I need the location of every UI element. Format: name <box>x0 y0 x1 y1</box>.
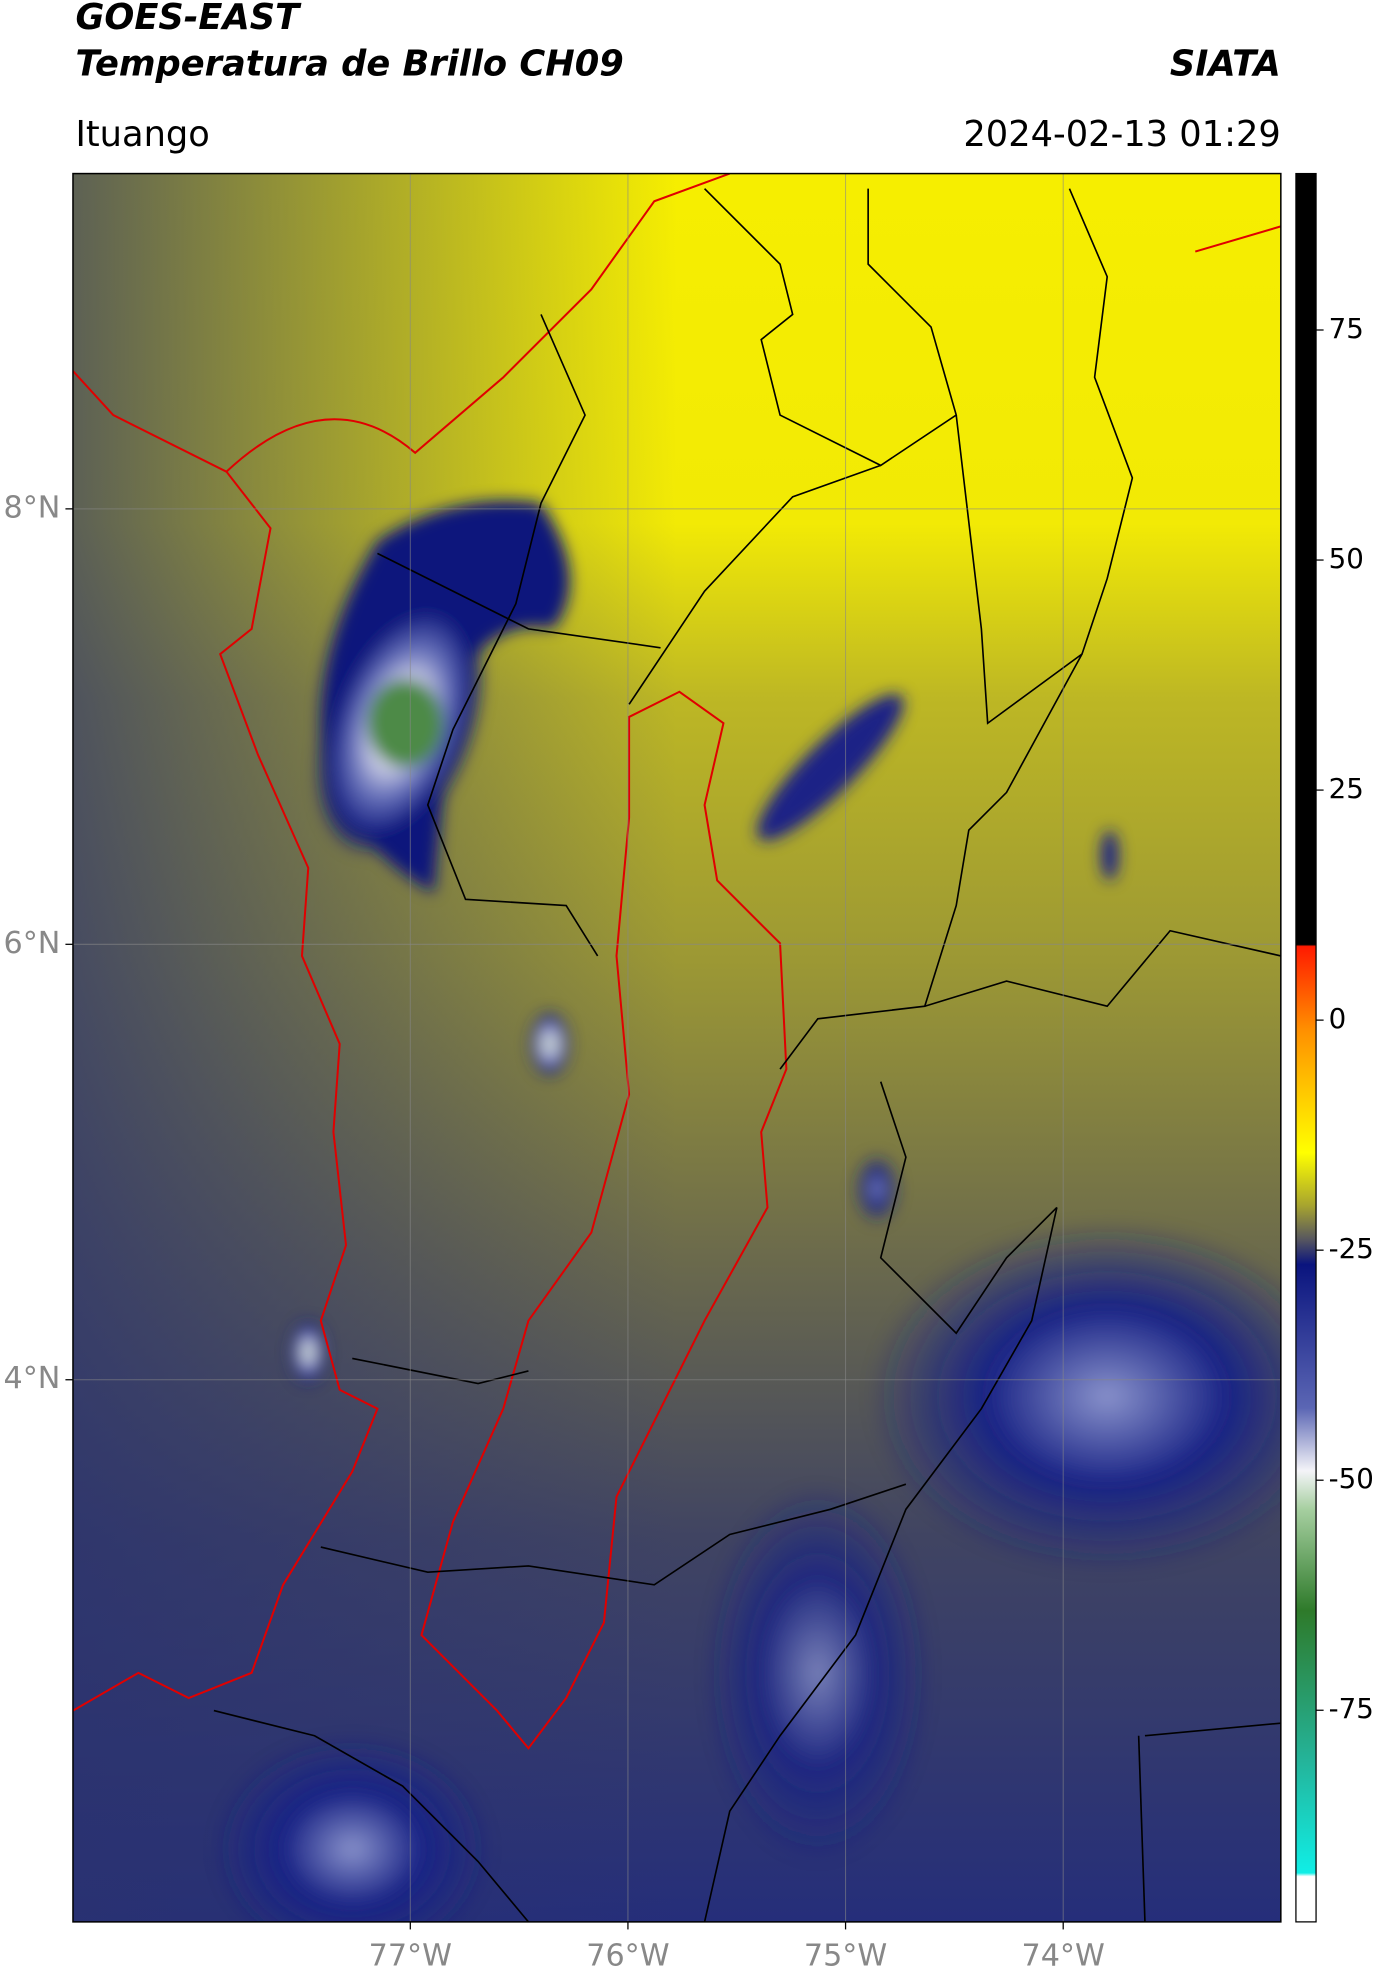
borders <box>213 188 1281 1922</box>
colorbar <box>1295 172 1317 1923</box>
x-tick-label: 77°W <box>369 1939 452 1974</box>
brand: SIATA <box>1170 43 1281 84</box>
colorbar-tick-label: 75 <box>1329 312 1364 345</box>
colorbar-tick-label: 25 <box>1329 772 1364 805</box>
y-tick-label: 6°N <box>3 926 60 961</box>
subtitle: Temperatura de Brillo CH09 <box>75 43 623 84</box>
colorbar-tick-label: -25 <box>1329 1232 1374 1265</box>
timestamp: 2024-02-13 01:29 <box>963 114 1280 155</box>
coastline <box>72 173 1281 1750</box>
colorbar-tick-label: 0 <box>1329 1002 1347 1035</box>
colorbar-tick-label: -50 <box>1329 1462 1374 1495</box>
y-tick-label: 4°N <box>3 1361 60 1396</box>
grid <box>72 173 1281 1922</box>
map-frame <box>72 172 1282 1923</box>
x-tick-label: 74°W <box>1022 1939 1105 1974</box>
satellite-field <box>72 173 1281 1922</box>
colorbar-tick-label: -75 <box>1329 1692 1374 1725</box>
x-tick-label: 75°W <box>804 1939 887 1974</box>
title: GOES-EAST <box>75 0 302 38</box>
colorbar-tick-label: 50 <box>1329 542 1364 575</box>
location: Ituango <box>75 114 209 155</box>
x-tick-label: 76°W <box>586 1939 669 1974</box>
y-tick-label: 8°N <box>3 490 60 525</box>
